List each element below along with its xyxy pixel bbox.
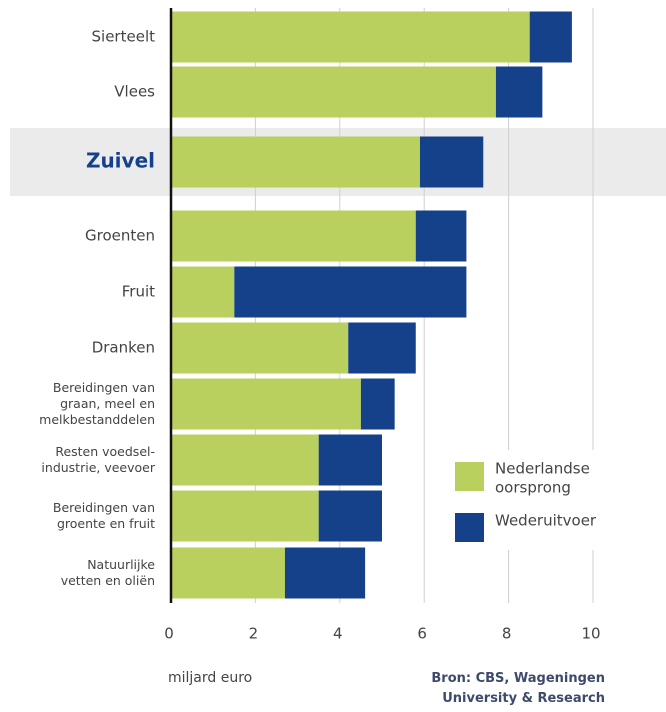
category-label: Fruit [122,283,155,301]
bar-segment [171,490,319,542]
bar-segment [495,66,543,118]
bar-segment [348,322,416,374]
x-tick-label: 10 [581,625,600,643]
bar-segment [318,490,382,542]
bar-segment [234,266,467,318]
legend-label: Nederlandse oorsprong [495,459,590,496]
category-label: Zuivel [86,149,155,173]
category-label: Bereidingen van groente en fruit [53,500,155,531]
category-label: Sierteelt [92,28,156,46]
legend-swatch [455,513,484,542]
bar-segment [171,66,496,118]
bar-segment [171,266,235,318]
category-label: Bereidingen van graan, meel en melkbestand… [39,380,155,427]
bar-segment [171,434,319,486]
legend-label: Wederuitvoer [495,512,597,530]
legend-swatch [455,462,484,491]
category-label: Resten voedsel-industrie, veevoer [41,444,155,475]
x-axis-label: miljard euro [168,670,252,686]
bar-segment [171,210,416,262]
category-label: Vlees [114,83,155,101]
category-label: Dranken [92,339,155,357]
bar-segment [284,547,366,599]
source: Bron: CBS, Wageningen University & Resear… [431,671,605,706]
category-label: Groenten [85,227,155,245]
bar-segment [171,11,530,63]
bar-segment [171,136,420,188]
x-tick-label: 2 [249,625,259,643]
x-tick-label: 0 [164,625,174,643]
bar-segment [171,322,349,374]
bar-segment [419,136,484,188]
x-tick-label: 4 [333,625,343,643]
bar-segment [171,378,361,430]
bar-segment [529,11,572,63]
x-tick-label: 6 [417,625,427,643]
bar-segment [318,434,382,486]
x-tick-label: 8 [502,625,512,643]
bar-segment [415,210,467,262]
bar-segment [171,547,285,599]
category-label: Natuurlijke vetten en oliën [61,557,156,588]
bar-segment [360,378,395,430]
